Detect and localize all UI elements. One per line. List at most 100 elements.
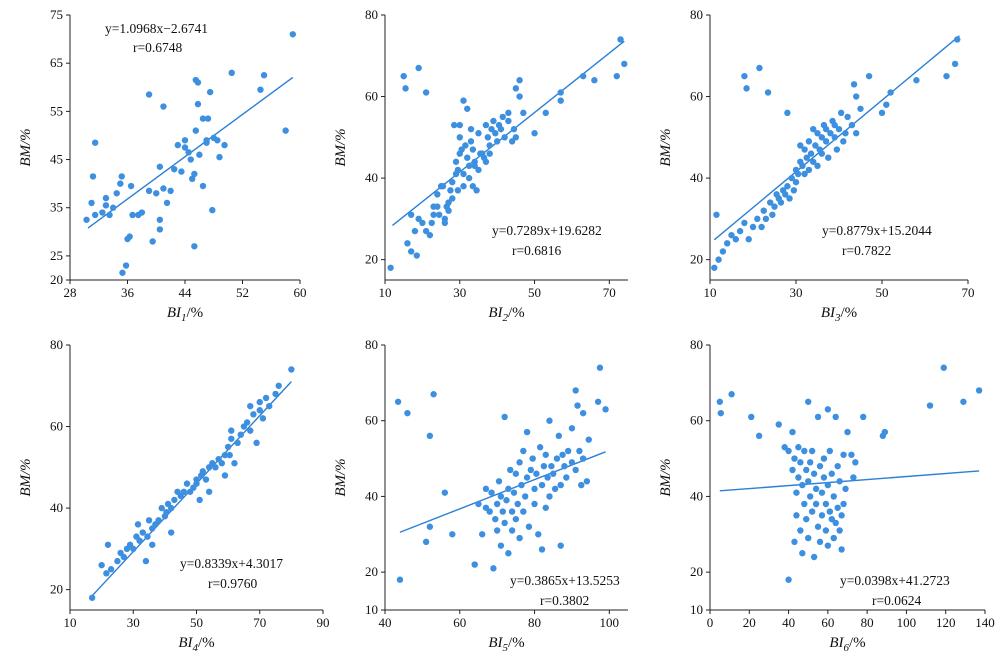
x-axis-label: BI5/% (488, 635, 524, 654)
data-point (411, 227, 419, 235)
data-point (810, 158, 817, 165)
data-point (458, 146, 465, 153)
y-tick: 55 (50, 103, 70, 118)
y-tick-label: 40 (365, 170, 378, 185)
x-tick: 20 (743, 610, 756, 630)
data-point (475, 166, 482, 174)
x-tick-label: 80 (861, 615, 874, 630)
y-axis-label: BM/% (658, 458, 674, 496)
x-tick-label: 70 (603, 285, 616, 300)
data-point (163, 199, 171, 207)
y-tick-label: 20 (365, 252, 378, 267)
data-point (797, 142, 804, 149)
data-point (824, 406, 832, 413)
data-point (482, 121, 490, 129)
data-point (834, 504, 841, 511)
data-point (193, 480, 200, 487)
x-tick-label: 20 (743, 615, 756, 630)
data-point (142, 557, 150, 565)
data-point (168, 504, 175, 512)
data-point (542, 109, 549, 117)
data-point (199, 182, 207, 190)
data-point (428, 219, 435, 227)
data-point (471, 561, 478, 568)
y-tick: 20 (690, 564, 710, 579)
x-tick: 28 (64, 280, 77, 300)
x-tick: 50 (528, 280, 541, 300)
data-point (419, 219, 426, 227)
y-tick: 75 (50, 7, 70, 22)
x-tick-label: 40 (379, 615, 392, 630)
x-tick: 80 (528, 610, 541, 630)
data-point (224, 443, 232, 451)
axes (709, 345, 985, 611)
data-point (516, 77, 523, 84)
regression-equation: y=0.8779x+15.2044 (822, 223, 932, 238)
data-point (119, 269, 126, 276)
correlation-coefficient: r=0.6748 (133, 40, 182, 55)
y-tick-label: 40 (690, 170, 703, 185)
data-point (497, 125, 505, 133)
data-point (801, 146, 808, 153)
data-point (523, 428, 531, 436)
data-point (214, 137, 221, 144)
data-point (247, 427, 254, 434)
x-tick-label: 80 (528, 615, 541, 630)
y-tick: 80 (365, 337, 385, 352)
data-points (88, 366, 295, 601)
data-point (838, 512, 845, 519)
data-point (553, 455, 561, 462)
data-point (844, 428, 851, 436)
data-point (488, 489, 495, 496)
data-point (183, 480, 191, 487)
data-point (221, 141, 228, 149)
data-point (822, 138, 830, 145)
data-point (830, 493, 837, 500)
data-point (842, 130, 849, 137)
y-tick-label: 60 (50, 419, 63, 434)
x-axis-label-main: BI (178, 635, 193, 651)
data-point (812, 485, 820, 493)
data-point (820, 474, 828, 481)
data-point (445, 207, 452, 214)
data-point (228, 427, 235, 434)
data-point (499, 113, 506, 121)
y-tick-label: 10 (365, 602, 378, 617)
data-point (818, 512, 826, 519)
y-tick: 60 (50, 419, 70, 434)
x-tick-label: 120 (936, 615, 956, 630)
data-point (719, 248, 727, 255)
data-point (456, 134, 463, 141)
data-point (422, 89, 430, 96)
y-tick-label: 20 (365, 564, 378, 579)
data-point (789, 466, 796, 474)
data-point (426, 523, 434, 530)
data-point (749, 223, 757, 231)
data-point (799, 550, 806, 557)
y-tick-label: 45 (50, 152, 63, 167)
data-point (572, 466, 579, 474)
x-tick: 10 (379, 280, 392, 300)
data-point (887, 89, 894, 96)
data-points (83, 31, 297, 276)
data-point (482, 158, 490, 165)
data-point (561, 462, 568, 470)
data-point (525, 523, 533, 530)
regression-equation: y=0.8339x+4.3017 (180, 556, 283, 571)
data-point (450, 121, 458, 129)
data-point (178, 168, 185, 175)
data-point (540, 462, 548, 470)
data-point (810, 470, 818, 477)
data-point (807, 150, 815, 157)
data-point (144, 533, 151, 540)
data-point (557, 481, 564, 489)
data-point (460, 170, 467, 178)
data-point (260, 72, 268, 79)
x-axis-label: BI2/% (488, 305, 524, 324)
data-point (542, 504, 549, 511)
x-tick: 40 (782, 610, 795, 630)
data-point (486, 508, 493, 515)
data-point (576, 447, 583, 455)
data-point (767, 199, 774, 206)
regression-equation: y=0.7289x+19.6282 (492, 223, 602, 238)
